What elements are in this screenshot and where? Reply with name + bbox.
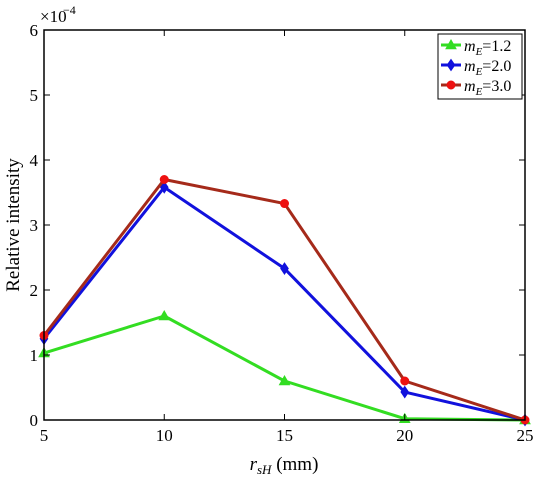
y-tick-label: 4 <box>30 151 39 170</box>
x-tick-label: 10 <box>156 426 173 445</box>
data-point <box>445 38 457 50</box>
y-tick-label: 3 <box>30 216 39 235</box>
x-label-sub: sH <box>257 462 272 477</box>
legend-entry: mE=2.0 <box>441 58 511 78</box>
legend: mE=1.2mE=2.0mE=3.0 <box>437 33 523 100</box>
legend-entry: mE=3.0 <box>441 78 511 98</box>
data-point <box>159 180 169 194</box>
y-axis-label: Relative intensity <box>3 158 24 292</box>
y-tick-label: 1 <box>30 346 39 365</box>
data-point <box>400 376 410 386</box>
x-axis-label: rsH (mm) <box>250 454 319 477</box>
ticks-layer: 5 10 15 20 25 0 1 2 3 4 5 6 <box>30 21 534 445</box>
legend-entry: mE=1.2 <box>441 38 511 58</box>
x-label-unit: (mm) <box>271 454 318 475</box>
y-exponent-label: ×10 −4 <box>40 3 76 26</box>
data-point <box>158 309 171 321</box>
y-exponent-power: −4 <box>63 3 76 17</box>
data-point <box>278 374 291 386</box>
data-point <box>280 262 289 275</box>
x-tick-label: 5 <box>40 426 49 445</box>
y-tick-label: 0 <box>30 411 39 430</box>
y-tick-label: 2 <box>30 281 39 300</box>
data-point <box>446 80 456 90</box>
data-point <box>280 199 289 209</box>
series-layer <box>38 175 531 427</box>
series-mE=2.0 <box>39 180 530 427</box>
y-tick-label: 6 <box>30 21 39 40</box>
legend-label: mE=3.0 <box>464 78 511 98</box>
x-label-main: r <box>250 454 258 475</box>
data-point <box>159 175 169 184</box>
y-tick-label: 5 <box>30 86 39 105</box>
y-exponent-base: ×10 <box>40 7 67 26</box>
legend-label: mE=1.2 <box>464 38 511 58</box>
data-point <box>400 385 410 399</box>
x-tick-label: 15 <box>276 426 293 445</box>
x-tick-label: 25 <box>517 426 534 445</box>
x-tick-label: 20 <box>396 426 413 445</box>
data-point <box>446 58 456 72</box>
series-mE=3.0 <box>39 175 530 425</box>
series-mE=1.2 <box>38 309 531 425</box>
legend-label: mE=2.0 <box>464 58 511 78</box>
